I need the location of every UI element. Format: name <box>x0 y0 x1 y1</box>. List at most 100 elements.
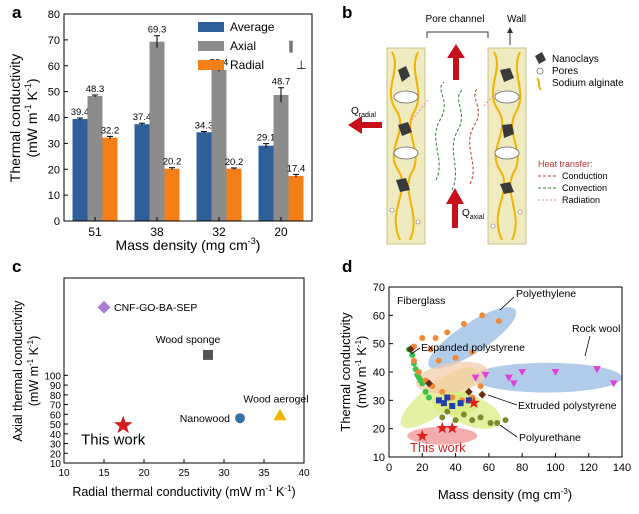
bar-radial <box>288 175 304 221</box>
chart-a-ytick-label: 0 <box>54 216 60 228</box>
point-dark-diamonds <box>406 345 415 354</box>
chart-d-ylabel-line2: (mW m-1 K-1) <box>354 336 369 409</box>
chart-c-ytick-label: 20 <box>50 449 62 460</box>
q-radial-label: Qradial <box>351 106 376 119</box>
legend-symbol-axial: ∥ <box>288 39 294 53</box>
legend-nanoclays: Nanoclays <box>552 54 599 65</box>
nanoclay-icon <box>398 122 412 136</box>
bar-value-label: 48.3 <box>86 84 105 95</box>
chart-c-xtick-label: 10 <box>58 468 70 479</box>
point-rock-wool <box>551 369 560 376</box>
chart-d-ytick-label: 10 <box>373 452 385 464</box>
bar-axial <box>211 69 227 221</box>
label-this-work: This work <box>410 440 466 455</box>
label-polyurethane: Polyurethane <box>519 432 581 444</box>
chart-d-xtick-label: 140 <box>613 462 631 474</box>
chart-a: 0 10 20 30 40 50 60 70 80 39.4 48.3 32.2 37.4 69.3 20… <box>7 9 313 253</box>
chart-a-xtick-label: 20 <box>274 225 288 239</box>
legend-pores: Pores <box>552 66 578 77</box>
chart-a-xlabel: Mass density (mg cm-3) <box>116 236 261 253</box>
pointer-polyurethane <box>499 424 518 438</box>
chart-c-ytick-label: 40 <box>50 430 62 441</box>
point-rock-wool <box>471 374 480 382</box>
q-axial-label: Qaxial <box>462 208 485 221</box>
bar-axial <box>273 94 289 221</box>
chart-a-yticks: 0 10 20 30 40 50 60 70 80 <box>48 9 68 228</box>
legend-swatch-radial <box>198 60 224 70</box>
chart-a-ylabel-line1: Thermal conductivity <box>7 54 23 182</box>
bar-axial <box>87 96 103 221</box>
point-label: Nanowood <box>180 413 230 425</box>
chart-d-ytick-label: 30 <box>373 395 385 407</box>
point-extruded-polystyrene <box>440 400 447 407</box>
chart-d-ytick-label: 70 <box>373 282 385 294</box>
point-extruded-polystyrene <box>457 400 464 407</box>
chart-a-xtick-label: 38 <box>150 225 164 239</box>
bar-value-label: 69.3 <box>148 25 167 36</box>
point-this-work <box>446 421 459 434</box>
bar-value-label: 34.3 <box>195 120 214 131</box>
chart-d-ylabel: Thermal conductivity (mW m-1 K-1) <box>338 312 369 432</box>
bar-average <box>196 132 212 221</box>
chart-d-frame <box>388 286 623 458</box>
alginate-chain-left-1 <box>389 51 404 241</box>
label-expanded-polystyrene: Expanded polystyrene <box>421 342 525 354</box>
point-polyurethane <box>494 420 501 426</box>
chart-c-ytick-label: 90 <box>50 381 62 392</box>
point-extruded-polystyrene <box>465 397 472 404</box>
nanoclay-icon <box>398 66 410 82</box>
convection-path <box>451 89 463 191</box>
point-polyurethane <box>477 414 484 421</box>
point-this-work <box>467 396 480 408</box>
nanoclay-icon <box>396 178 410 192</box>
legend-convection: Convection <box>562 183 607 193</box>
bar-radial <box>226 168 242 221</box>
point-expanded-polystyrene <box>477 383 484 390</box>
wall-pointer-head <box>507 27 513 33</box>
point-this-work <box>436 421 449 434</box>
point-label: Wood aerogel <box>243 393 308 405</box>
nanoclay-icon <box>502 124 514 138</box>
pointer-rock-wool <box>584 335 591 357</box>
point-fiberglass <box>425 394 432 401</box>
legend-sodium-alginate: Sodium alginate <box>552 78 624 89</box>
point-label: Wood sponge <box>156 334 221 346</box>
point-fiberglass <box>409 352 416 358</box>
chart-d-xtick-label: 40 <box>449 462 461 474</box>
convection-path <box>435 81 445 181</box>
chart-c-points: CNF-GO-BA-SEP Wood sponge Nanowood Wood aer… <box>81 300 309 448</box>
chart-c-ylabel: Axial thermal conductivity (mW m-1 K-1) <box>11 300 41 442</box>
bar-value-label: 20.2 <box>225 157 244 168</box>
alginate-chain-right-2 <box>509 51 522 241</box>
point-polyethylene <box>432 335 439 341</box>
chart-d-ytick-label: 50 <box>373 339 385 351</box>
chart-d-ytick-label: 20 <box>373 424 385 436</box>
wall-label: Wall <box>507 14 526 25</box>
point-dark-diamonds <box>464 387 473 396</box>
panel-label-a: a <box>12 3 22 22</box>
bar-radial <box>164 168 180 221</box>
chart-c-ytick-label: 80 <box>50 391 62 402</box>
label-extruded-polystyrene: Extruded polystyrene <box>518 400 617 412</box>
point-rock-wool <box>518 369 527 376</box>
chart-d-xtick-label: 100 <box>546 462 564 474</box>
chart-c-ylabel-line2: (mW m-1 K-1) <box>26 336 41 407</box>
point-polyethylene <box>452 354 459 361</box>
point-polyethylene <box>469 349 476 356</box>
point-this-work <box>113 415 133 434</box>
bar-value-label: 39.4 <box>71 107 90 118</box>
label-rock-wool: Rock wool <box>572 323 620 335</box>
point-polyurethane <box>439 414 446 421</box>
chart-c-ylabel-line1: Axial thermal conductivity <box>11 300 25 442</box>
chart-c-xtick-label: 40 <box>298 468 310 479</box>
chart-a-frame <box>63 13 313 222</box>
point-this-work <box>416 429 429 442</box>
chart-c-ytick-label: 50 <box>50 420 62 431</box>
point-polyurethane <box>487 420 494 426</box>
panel-label-b: b <box>342 3 352 22</box>
radiation-path <box>411 99 429 121</box>
point-dark-diamonds <box>425 379 433 388</box>
pore-icon <box>389 207 395 213</box>
